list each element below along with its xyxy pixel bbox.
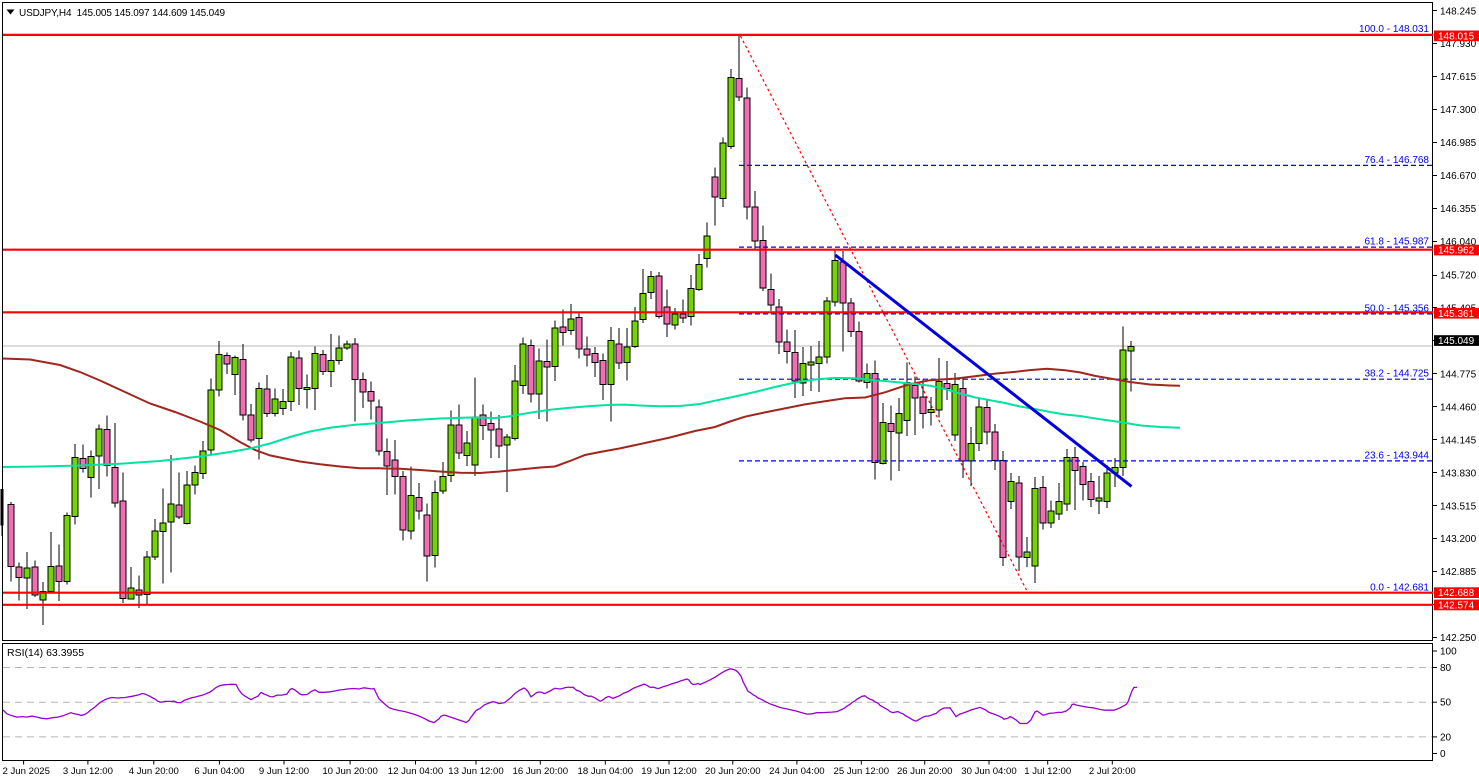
svg-text:38.2 - 144.725: 38.2 - 144.725 <box>1365 369 1430 380</box>
svg-text:26 Jun 20:00: 26 Jun 20:00 <box>897 766 952 777</box>
svg-text:USDJPY,H4 145.005 145.097 144: USDJPY,H4 145.005 145.097 144.609 145.04… <box>19 8 225 19</box>
svg-text:145.720: 145.720 <box>1440 271 1477 282</box>
svg-text:4 Jun 20:00: 4 Jun 20:00 <box>129 766 179 777</box>
svg-text:147.615: 147.615 <box>1440 72 1477 83</box>
svg-text:12 Jun 04:00: 12 Jun 04:00 <box>388 766 443 777</box>
svg-text:0.0 - 142.681: 0.0 - 142.681 <box>1370 583 1429 594</box>
svg-text:2 Jul 20:00: 2 Jul 20:00 <box>1089 766 1136 777</box>
svg-text:144.460: 144.460 <box>1440 402 1477 413</box>
svg-text:3 Jun 12:00: 3 Jun 12:00 <box>63 766 113 777</box>
svg-text:147.930: 147.930 <box>1440 39 1477 50</box>
svg-text:0: 0 <box>1440 749 1446 760</box>
svg-text:146.670: 146.670 <box>1440 171 1477 182</box>
svg-text:146.355: 146.355 <box>1440 204 1477 215</box>
svg-text:16 Jun 20:00: 16 Jun 20:00 <box>513 766 568 777</box>
svg-text:145.361: 145.361 <box>1438 309 1475 320</box>
svg-text:76.4 - 146.768: 76.4 - 146.768 <box>1365 155 1430 166</box>
svg-text:142.885: 142.885 <box>1440 567 1477 578</box>
svg-text:24 Jun 04:00: 24 Jun 04:00 <box>769 766 824 777</box>
svg-text:143.515: 143.515 <box>1440 501 1477 512</box>
svg-text:100.0 - 148.031: 100.0 - 148.031 <box>1359 24 1429 35</box>
svg-text:145.049: 145.049 <box>1438 336 1475 347</box>
svg-text:143.200: 143.200 <box>1440 534 1477 545</box>
svg-text:20: 20 <box>1440 732 1452 743</box>
svg-text:147.300: 147.300 <box>1440 105 1477 116</box>
svg-text:146.040: 146.040 <box>1440 237 1477 248</box>
svg-text:142.574: 142.574 <box>1438 601 1475 612</box>
svg-text:142.688: 142.688 <box>1438 588 1475 599</box>
svg-text:144.145: 144.145 <box>1440 435 1477 446</box>
svg-text:30 Jun 04:00: 30 Jun 04:00 <box>961 766 1016 777</box>
svg-text:1 Jul 12:00: 1 Jul 12:00 <box>1024 766 1071 777</box>
svg-text:2 Jun 2025: 2 Jun 2025 <box>3 766 50 777</box>
svg-text:18 Jun 04:00: 18 Jun 04:00 <box>578 766 633 777</box>
svg-text:80: 80 <box>1440 663 1452 674</box>
svg-text:9 Jun 12:00: 9 Jun 12:00 <box>259 766 309 777</box>
svg-text:20 Jun 20:00: 20 Jun 20:00 <box>705 766 760 777</box>
svg-text:144.775: 144.775 <box>1440 369 1477 380</box>
svg-text:148.245: 148.245 <box>1440 6 1477 17</box>
svg-text:19 Jun 12:00: 19 Jun 12:00 <box>641 766 696 777</box>
svg-text:23.6 - 143.944: 23.6 - 143.944 <box>1365 450 1430 461</box>
svg-text:RSI(14) 63.3955: RSI(14) 63.3955 <box>7 647 84 659</box>
svg-text:10 Jun 20:00: 10 Jun 20:00 <box>322 766 377 777</box>
svg-text:142.250: 142.250 <box>1440 633 1477 644</box>
svg-text:145.962: 145.962 <box>1438 246 1475 257</box>
svg-text:50: 50 <box>1440 698 1452 709</box>
svg-text:50.0 - 145.356: 50.0 - 145.356 <box>1365 303 1430 314</box>
svg-text:25 Jun 12:00: 25 Jun 12:00 <box>834 766 889 777</box>
svg-text:100: 100 <box>1440 647 1457 658</box>
svg-text:143.830: 143.830 <box>1440 468 1477 479</box>
svg-text:148.015: 148.015 <box>1438 31 1475 42</box>
svg-text:146.985: 146.985 <box>1440 138 1477 149</box>
svg-text:13 Jun 12:00: 13 Jun 12:00 <box>448 766 503 777</box>
svg-text:61.8 - 145.987: 61.8 - 145.987 <box>1365 237 1430 248</box>
svg-text:6 Jun 04:00: 6 Jun 04:00 <box>194 766 244 777</box>
